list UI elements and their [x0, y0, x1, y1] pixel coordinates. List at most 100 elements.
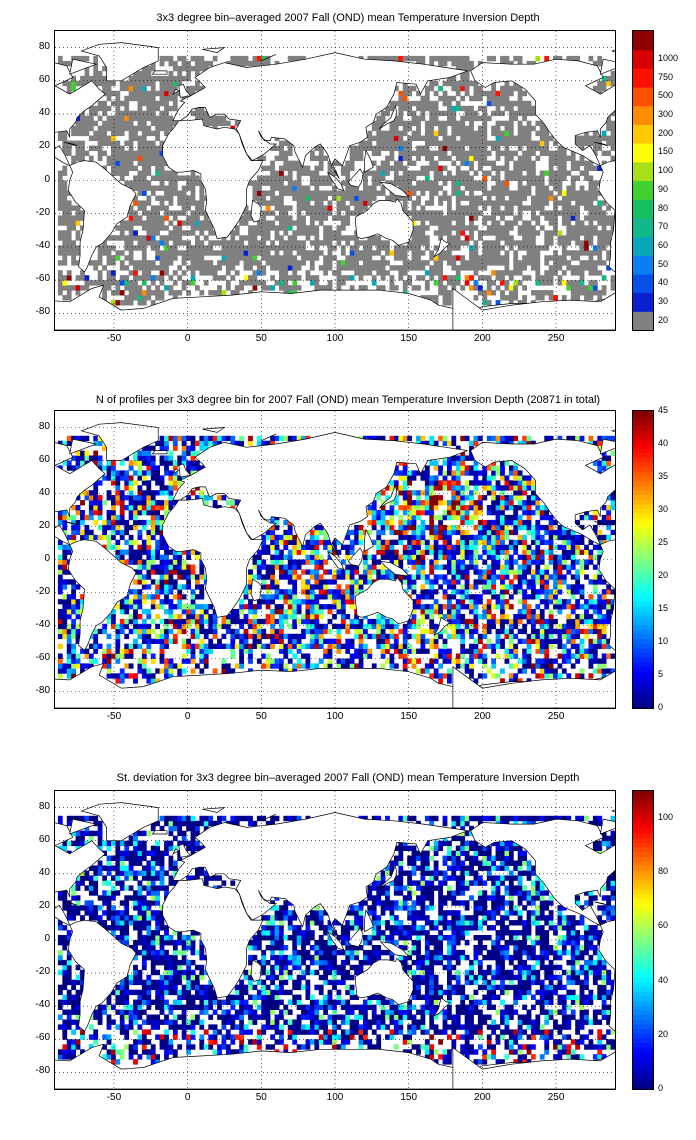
bin-cell [301, 195, 306, 201]
bin-cell [208, 623, 214, 630]
bin-cell [416, 265, 421, 271]
colorbar-swatch [633, 49, 653, 69]
bin-cell [239, 55, 244, 62]
bin-cell [287, 225, 293, 231]
bin-cell [482, 160, 488, 166]
bin-cell [424, 180, 430, 186]
bin-cell [358, 275, 364, 281]
bin-cell [159, 250, 165, 256]
bin-cell [433, 295, 439, 301]
bin-cell [181, 609, 187, 615]
bin-cell [358, 539, 364, 545]
bin-cell [164, 628, 169, 635]
bin-cell [57, 205, 63, 211]
bin-cell [283, 215, 289, 221]
bin-cell [128, 300, 134, 306]
bin-cell [265, 230, 271, 236]
bin-cell [141, 75, 147, 82]
bin-cell [354, 250, 359, 256]
bin-cell [124, 455, 130, 461]
bin-cell [482, 125, 488, 132]
bin-cell [279, 549, 284, 555]
bin-cell [93, 55, 99, 62]
bin-cell [195, 594, 200, 600]
bin-cell [80, 455, 85, 461]
bin-cell [327, 569, 333, 575]
bin-cell [513, 135, 519, 141]
bin-cell [133, 70, 138, 77]
bin-cell [239, 623, 244, 630]
bin-cell [62, 584, 68, 590]
bin-cell [371, 524, 377, 531]
bin-cell [97, 150, 103, 156]
bin-cell [80, 435, 85, 442]
bin-cell [283, 668, 289, 674]
bin-cell [248, 215, 253, 221]
bin-cell [570, 160, 576, 166]
bin-cell [71, 534, 76, 541]
bin-cell [323, 534, 328, 541]
bin-cell [141, 500, 147, 506]
bin-cell [531, 175, 536, 181]
bin-cell [349, 195, 355, 201]
bin-cell [601, 245, 607, 251]
bin-cell [115, 150, 121, 156]
bin-cell [336, 270, 342, 276]
colorbar-tick-label: 200 [658, 127, 674, 138]
bin-cell [398, 514, 404, 521]
bin-cell [274, 633, 280, 640]
bin-cell [155, 255, 160, 261]
bin-cell [177, 549, 183, 555]
bin-cell [71, 643, 76, 649]
bin-cell [553, 225, 558, 231]
bin-cell [106, 495, 112, 501]
bin-cell [354, 155, 359, 161]
bin-cell [402, 658, 408, 664]
bin-cell [287, 145, 293, 151]
bin-cell [256, 155, 262, 161]
bin-cell [420, 505, 426, 511]
bin-cell [133, 295, 138, 301]
bin-cell [137, 235, 143, 241]
bin-cell [172, 120, 178, 127]
bin-cell [592, 135, 598, 141]
bin-cell [411, 175, 417, 181]
bin-cell [88, 125, 94, 132]
bin-cell [447, 200, 452, 206]
bin-cell [195, 110, 200, 117]
bin-cell [75, 505, 81, 511]
bin-cell [199, 255, 205, 261]
bin-cell [544, 170, 550, 176]
bin-cell [314, 170, 320, 176]
bin-cell [464, 135, 470, 141]
bin-cell [504, 200, 510, 206]
bin-cell [217, 265, 222, 271]
bin-cell [606, 140, 611, 146]
bin-cell [106, 643, 112, 649]
bin-cell [141, 300, 147, 306]
bin-cell [380, 145, 386, 151]
bin-cell [318, 594, 324, 600]
bin-cell [141, 490, 147, 496]
bin-cell [606, 235, 611, 241]
bin-cell [279, 648, 284, 654]
bin-cell [155, 519, 160, 526]
bin-cell [349, 245, 355, 251]
bin-cell [225, 245, 231, 251]
bin-cell [495, 125, 501, 132]
bin-cell [137, 505, 143, 511]
bin-cell [62, 275, 68, 281]
bin-cell [106, 633, 112, 640]
bin-cell [168, 255, 174, 261]
bin-cell [380, 519, 386, 526]
bin-cell [128, 145, 134, 151]
bin-cell [469, 115, 474, 122]
bin-cell [407, 190, 412, 196]
bin-cell [283, 245, 289, 251]
bin-cell [340, 190, 346, 196]
bin-cell [287, 643, 293, 649]
bin-cell [318, 623, 324, 630]
bin-cell [195, 460, 200, 466]
bin-cell [230, 618, 236, 625]
bin-cell [309, 155, 315, 161]
